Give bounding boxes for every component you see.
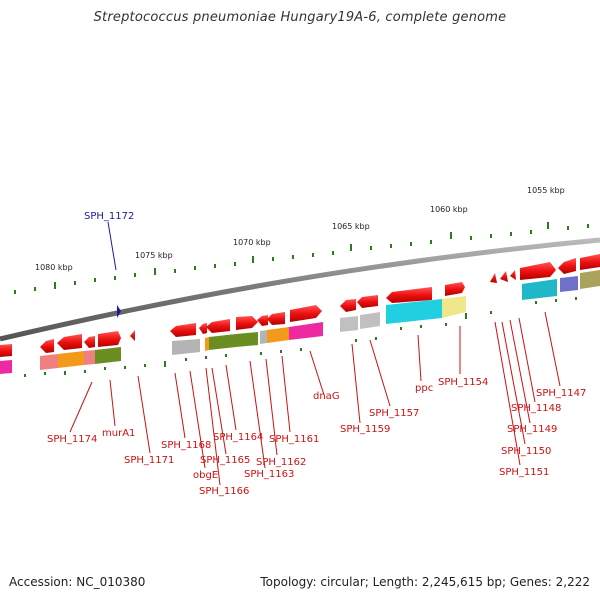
scale-label-1065: 1065 kbp <box>332 222 370 231</box>
label-sph-1166: SPH_1166 <box>199 486 249 497</box>
label-sph-1165: SPH_1165 <box>200 455 250 466</box>
sph1172-marker <box>117 305 121 318</box>
gene-arrow <box>0 344 12 357</box>
accession-text: Accession: NC_010380 <box>9 575 146 589</box>
gene-arrow <box>500 271 508 282</box>
gene-arrow <box>558 258 576 274</box>
gene-arrow <box>236 316 258 330</box>
gene-arrow <box>257 315 268 326</box>
gene-arrow <box>267 312 285 325</box>
leader-lines <box>69 311 561 486</box>
gene-arrow <box>490 273 497 283</box>
scale-label-1070: 1070 kbp <box>233 238 271 247</box>
label-sph-1171: SPH_1171 <box>124 455 174 466</box>
label-sph-1150: SPH_1150 <box>501 446 551 457</box>
gene-arrow <box>84 336 95 348</box>
gene-arrow <box>98 331 121 347</box>
label-sph-1151: SPH_1151 <box>499 467 549 478</box>
gene-arrow <box>130 330 135 341</box>
label-sph-1147: SPH_1147 <box>536 388 586 399</box>
genome-title: Streptococcus pneumoniae Hungary19A-6, c… <box>93 10 507 25</box>
label-sph-1162: SPH_1162 <box>256 457 306 468</box>
label-mura1: murA1 <box>102 428 135 439</box>
gene-arrow <box>40 339 54 353</box>
cog-bars <box>0 270 600 374</box>
sph1172-leader <box>107 221 117 271</box>
genome-summary-text: Topology: circular; Length: 2,245,615 bp… <box>260 575 590 589</box>
gene-arrow <box>57 334 82 350</box>
gene-arrow <box>206 319 230 333</box>
scale-label-1055: 1055 kbp <box>527 186 565 195</box>
label-sph-1172: SPH_1172 <box>84 211 134 222</box>
scale-label-1080: 1080 kbp <box>35 263 73 272</box>
label-sph-1159: SPH_1159 <box>340 424 390 435</box>
gene-arrow <box>199 323 207 334</box>
label-dnag: dnaG <box>313 391 340 402</box>
label-obge: obgE <box>193 470 218 481</box>
gene-arrow <box>357 295 378 308</box>
gene-arrow <box>520 262 556 280</box>
label-sph-1168: SPH_1168 <box>161 440 211 451</box>
label-sph-1161: SPH_1161 <box>269 434 319 445</box>
gene-arrow <box>290 305 322 322</box>
label-sph-1154: SPH_1154 <box>438 377 488 388</box>
scale-label-1060: 1060 kbp <box>430 205 468 214</box>
gene-arrow <box>580 254 600 270</box>
gene-arrow <box>170 323 196 337</box>
scale-label-1075: 1075 kbp <box>135 251 173 260</box>
genome-backbone <box>0 237 600 342</box>
label-sph-1149: SPH_1149 <box>507 424 557 435</box>
inner-scale <box>24 297 577 377</box>
gene-arrows <box>0 254 600 357</box>
outer-scale <box>14 222 589 294</box>
label-ppc: ppc <box>415 383 433 394</box>
gene-arrow <box>386 287 432 303</box>
gene-arrow <box>340 299 356 312</box>
label-sph-1148: SPH_1148 <box>511 403 561 414</box>
label-sph-1174: SPH_1174 <box>47 434 97 445</box>
label-sph-1163: SPH_1163 <box>244 469 294 480</box>
label-sph-1164: SPH_1164 <box>213 432 263 443</box>
label-sph-1157: SPH_1157 <box>369 408 419 419</box>
gene-arrow <box>510 270 516 280</box>
gene-arrow <box>445 282 465 296</box>
